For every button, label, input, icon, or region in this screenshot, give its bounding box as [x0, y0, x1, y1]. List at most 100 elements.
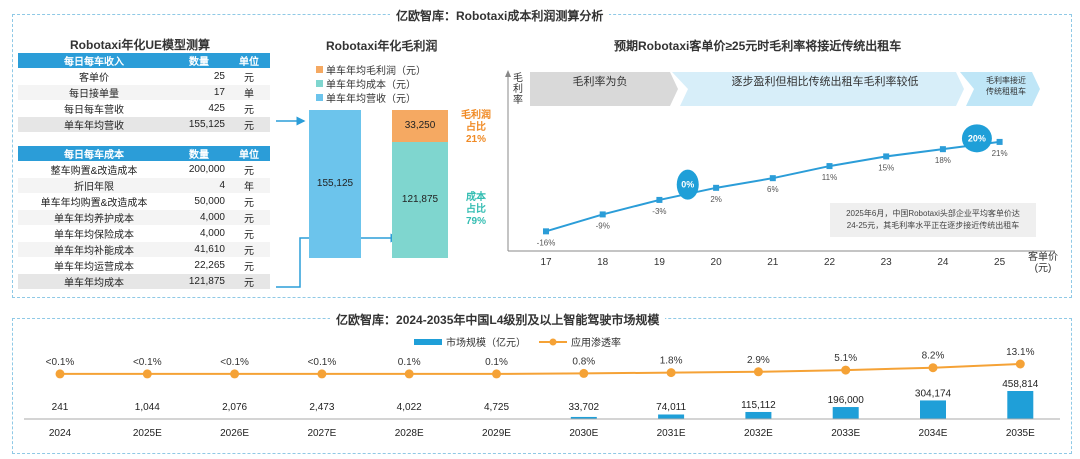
penetration-label: 13.1%	[1006, 347, 1034, 358]
margin-point-label: -16%	[537, 238, 556, 247]
cost-bar-label: 121,875	[401, 193, 439, 205]
x-axis-label-2: (元)	[1035, 263, 1052, 274]
market-bar-label: 241	[52, 402, 69, 413]
market-bar-label: 1,044	[135, 402, 160, 413]
margin-chart-title: Robotaxi年化毛利润	[326, 39, 438, 53]
market-x-tick-label: 2025E	[133, 428, 162, 439]
legend-label: 单车年均营收（元）	[326, 94, 416, 105]
margin-point	[996, 138, 1003, 145]
top-panel-title-prefix: 亿欧智库：	[396, 9, 457, 23]
margin-point	[599, 211, 606, 218]
ratio-line: 成本	[466, 192, 486, 203]
legend-label: 单车年均成本（元）	[326, 80, 416, 91]
margin-point	[713, 184, 720, 191]
table-cell-name: 每日接单量	[18, 84, 170, 101]
table-row: 整车购置&改造成本 200,000 元	[18, 161, 270, 178]
phase-label-near-1: 毛利率接近	[986, 75, 1026, 85]
penetration-label: 2.9%	[747, 355, 770, 366]
cost-ratio-label: 成本 占比 79%	[456, 192, 496, 228]
x-axis-label-1: 客单价	[1028, 250, 1058, 263]
table-cell-unit: 元	[228, 193, 270, 210]
table-header-cell: 单位	[228, 53, 270, 69]
income-table-header: 每日每车收入 数量 单位	[18, 53, 270, 69]
phase-banner-near	[960, 72, 1040, 106]
margin-point	[769, 175, 776, 182]
table-cell-name: 整车购置&改造成本	[18, 161, 170, 178]
market-x-tick-label: 2029E	[482, 428, 511, 439]
margin-point	[826, 163, 833, 170]
market-bar-label: 4,022	[397, 402, 422, 413]
table-cell-unit: 年	[228, 177, 270, 194]
phase-label-near-2: 传统租租车	[986, 86, 1026, 96]
penetration-point	[753, 367, 763, 377]
table-cell-unit: 元	[228, 68, 270, 85]
market-bar-label: 2,076	[222, 402, 247, 413]
table-cell-name: 客单价	[18, 68, 170, 85]
market-bar	[920, 400, 946, 419]
margin-point-label: 18%	[935, 156, 951, 165]
table-cell-unit: 元	[228, 273, 270, 290]
badge-zero-label: 0%	[681, 180, 694, 190]
revenue-bar-label: 155,125	[316, 178, 354, 189]
table-row: 单车年均购置&改造成本 50,000 元	[18, 193, 270, 210]
cost-table-header: 每日每车成本 数量 单位	[18, 146, 270, 162]
margin-point-label: 2%	[710, 195, 722, 204]
penetration-label: 1.8%	[660, 356, 683, 367]
legend-swatch	[316, 80, 323, 87]
table-cell-value: 17	[170, 84, 228, 101]
margin-point-label: -3%	[652, 207, 666, 216]
market-bar-label: 4,725	[484, 402, 509, 413]
bottom-panel-title-prefix: 亿欧智库：	[336, 313, 397, 327]
table-row: 单车年均保险成本 4,000 元	[18, 225, 270, 242]
market-x-tick-label: 2031E	[657, 428, 686, 439]
margin-legend-item: 单车年均成本（元）	[316, 76, 416, 91]
x-tick-label: 20	[711, 257, 723, 268]
table-header-cell: 每日每车收入	[18, 53, 170, 69]
table-cell-name: 单车年均养护成本	[18, 209, 170, 226]
table-cell-unit: 元	[228, 225, 270, 242]
penetration-point	[142, 369, 152, 379]
legend-line-marker	[549, 338, 557, 346]
penetration-point	[492, 369, 501, 379]
cost-table: 每日每车成本 数量 单位 整车购置&改造成本 200,000 元折旧年限 4 年单车年均购置…	[18, 146, 270, 290]
table-header-cell: 数量	[170, 146, 228, 162]
market-x-tick-label: 2032E	[744, 428, 773, 439]
penetration-label: 0.1%	[485, 357, 508, 368]
table-cell-value: 4,000	[170, 209, 228, 226]
table-header-cell: 单位	[228, 146, 270, 162]
margin-point-label: 21%	[992, 149, 1008, 158]
table-cell-name: 单车年均运营成本	[18, 257, 170, 274]
penetration-point	[666, 368, 676, 378]
table-cell-value: 121,875	[170, 273, 228, 290]
market-size-chart: 市场规模（亿元） 应用渗透率 <0.1% <0.1% <0.1% <0.1% 0.1% 0.1…	[24, 336, 1060, 439]
table-cell-value: 4,000	[170, 225, 228, 242]
table-cell-value: 41,610	[170, 241, 228, 258]
margin-point-label: 11%	[822, 173, 837, 182]
table-cell-value: 50,000	[170, 193, 228, 210]
market-bar-label: 304,174	[915, 388, 952, 399]
badge-zero	[676, 169, 699, 200]
margin-point-label: -9%	[596, 221, 610, 230]
penetration-point	[317, 369, 327, 379]
margin-point-label: 6%	[767, 185, 779, 194]
x-tick-label: 17	[540, 257, 552, 268]
market-bar-label: 74,011	[656, 402, 686, 413]
penetration-point	[230, 369, 240, 379]
x-tick-label: 25	[994, 257, 1006, 268]
profit-bar-label: 33,250	[404, 119, 436, 131]
market-x-tick-label: 2035E	[1006, 428, 1035, 439]
ratio-line: 占比	[466, 122, 486, 133]
penetration-label: 0.8%	[572, 356, 595, 367]
penetration-label: <0.1%	[46, 357, 75, 368]
margin-point	[656, 196, 663, 203]
penetration-line	[60, 363, 1021, 375]
ue-table-title: Robotaxi年化UE模型测算	[70, 38, 211, 52]
income-table: 每日每车收入 数量 单位 客单价 25 元每日接单量 17 单每日每车营收 425 元单车年均营…	[18, 53, 270, 133]
penetration-point	[1015, 359, 1025, 369]
table-row: 每日接单量 17 单	[18, 84, 270, 101]
market-x-tick-label: 2033E	[831, 428, 860, 439]
x-tick-label: 19	[654, 257, 666, 268]
annotation-line-1: 2025年6月，中国Robotaxi头部企业平均客单价达	[846, 208, 1020, 218]
table-cell-value: 22,265	[170, 257, 228, 274]
x-tick-label: 23	[881, 257, 893, 268]
